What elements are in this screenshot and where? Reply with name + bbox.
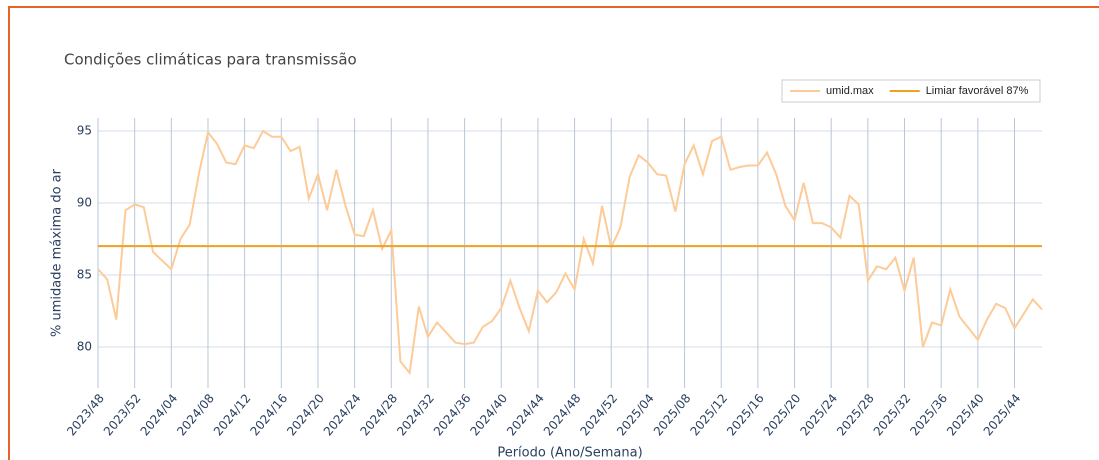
frame: Condições climáticas para transmissão Pe… — [8, 6, 1099, 460]
data-line — [97, 129, 1043, 376]
x-tick-label: 2025/24 — [797, 391, 840, 438]
chart-title: Condições climáticas para transmissão — [64, 51, 357, 69]
chart: Condições climáticas para transmissão Pe… — [50, 51, 1043, 460]
x-axis-title: Período (Ano/Semana) — [497, 446, 642, 460]
x-tick-label: 2025/16 — [724, 391, 767, 438]
y-tick-label: 90 — [77, 195, 92, 209]
x-tick-label: 2025/28 — [834, 391, 877, 438]
x-tick-label: 2024/16 — [248, 391, 291, 438]
x-tick-label: 2025/40 — [944, 391, 987, 438]
y-tick-label: 95 — [77, 123, 92, 137]
legend-label: Limiar favorável 87% — [926, 85, 1029, 97]
x-tick-label: 2024/32 — [394, 391, 437, 438]
x-tick-label: 2025/44 — [981, 391, 1024, 438]
x-tick-label: 2024/44 — [504, 391, 547, 438]
y-axis-title: % umidade máxima do ar — [50, 168, 65, 337]
x-tick-label: 2025/08 — [651, 391, 694, 438]
x-tick-label: 2024/24 — [321, 391, 364, 438]
x-tick-label: 2025/32 — [871, 391, 914, 438]
y-tick-label: 80 — [77, 339, 92, 353]
plot-area — [98, 118, 1042, 388]
x-tick-label: 2023/48 — [64, 391, 107, 438]
x-tick-label: 2024/36 — [431, 391, 474, 438]
y-tick-label: 85 — [77, 267, 92, 281]
x-tick-label: 2024/28 — [357, 391, 400, 438]
x-tick-label: 2024/04 — [138, 391, 181, 438]
x-tick-label: 2025/04 — [614, 391, 657, 438]
x-tick-label: 2024/20 — [284, 391, 327, 438]
legend-label: umid.max — [826, 85, 874, 97]
x-tick-label: 2024/52 — [577, 391, 620, 438]
x-tick-label: 2023/52 — [101, 391, 144, 438]
x-tick-label: 2025/12 — [687, 391, 730, 438]
x-tick-label: 2025/36 — [907, 391, 950, 438]
x-tick-label: 2024/12 — [211, 391, 254, 438]
x-tick-label: 2024/48 — [541, 391, 584, 438]
x-tick-label: 2024/40 — [467, 391, 510, 438]
x-tick-label: 2024/08 — [174, 391, 217, 438]
x-tick-label: 2025/20 — [761, 391, 804, 438]
